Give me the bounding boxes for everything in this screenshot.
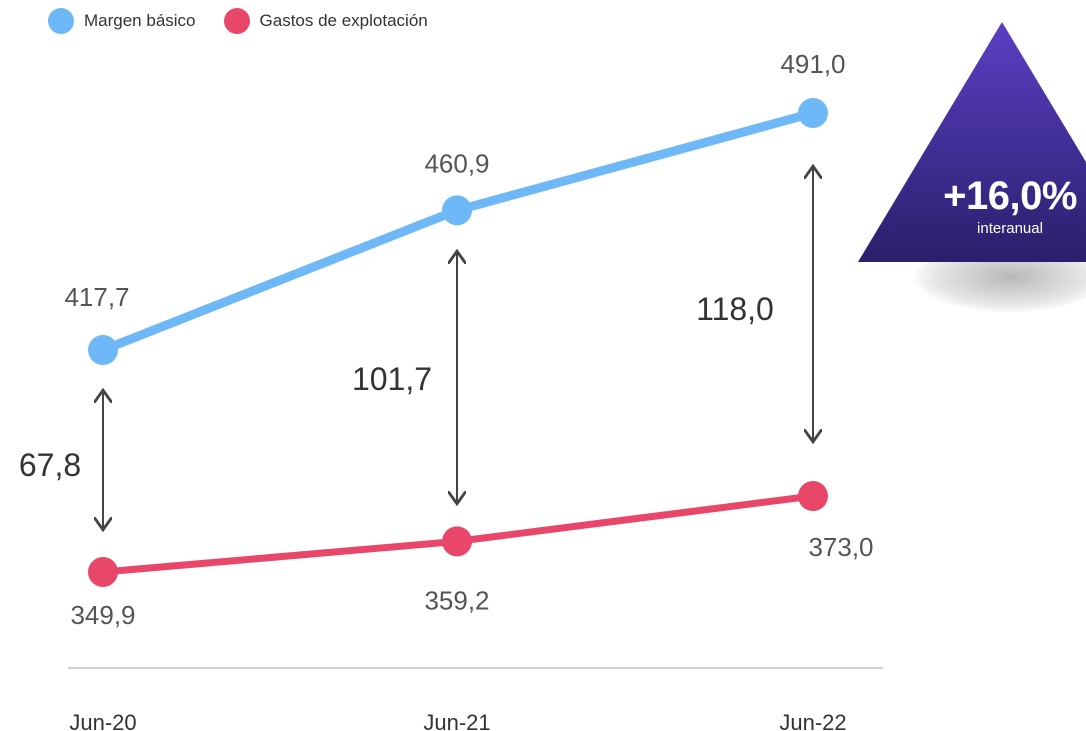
data-point: [798, 481, 828, 511]
difference-label: 118,0: [696, 291, 774, 327]
x-tick-label: Jun-20: [69, 710, 136, 731]
x-tick-label: Jun-21: [423, 710, 490, 731]
legend-label-gastos: Gastos de explotación: [259, 11, 428, 30]
x-tick-label: Jun-22: [779, 710, 846, 731]
data-point: [442, 195, 472, 226]
triangle-badge-icon: [858, 22, 1086, 262]
badge-value: +16,0%: [943, 174, 1077, 218]
data-label: 491,0: [780, 49, 845, 79]
legend: Margen básico Gastos de explotación: [48, 8, 444, 34]
data-point: [88, 557, 118, 587]
legend-item-margen[interactable]: Margen básico: [48, 8, 196, 34]
data-label: 373,0: [808, 532, 873, 562]
legend-swatch-margen: [48, 8, 74, 34]
data-point: [798, 98, 828, 128]
difference-label: 101,7: [352, 361, 432, 397]
data-point: [88, 335, 118, 365]
data-point: [442, 526, 472, 557]
data-label: 417,7: [64, 282, 129, 312]
badge-subtitle: interanual: [977, 220, 1043, 237]
legend-item-gastos[interactable]: Gastos de explotación: [223, 8, 428, 34]
legend-swatch-gastos: [223, 8, 250, 34]
data-label: 460,9: [424, 148, 489, 178]
difference-label: 67,8: [19, 447, 81, 483]
data-label: 349,9: [70, 600, 135, 630]
data-label: 359,2: [424, 585, 489, 615]
legend-label-margen: Margen básico: [84, 11, 196, 30]
yoy-growth-badge: +16,0% interanual: [855, 22, 1086, 322]
